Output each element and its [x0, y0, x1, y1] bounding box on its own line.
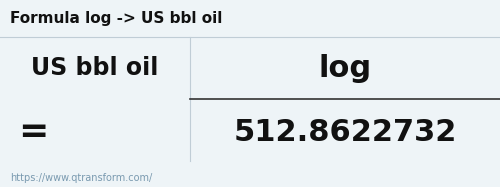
- Text: https://www.qtransform.com/: https://www.qtransform.com/: [10, 173, 152, 183]
- Text: Formula log -> US bbl oil: Formula log -> US bbl oil: [10, 11, 222, 26]
- Bar: [0, 0, 500, 37]
- Text: US bbl oil: US bbl oil: [32, 56, 158, 80]
- Text: 512.8622732: 512.8622732: [234, 118, 456, 147]
- Text: log: log: [318, 54, 372, 83]
- Text: =: =: [18, 115, 48, 149]
